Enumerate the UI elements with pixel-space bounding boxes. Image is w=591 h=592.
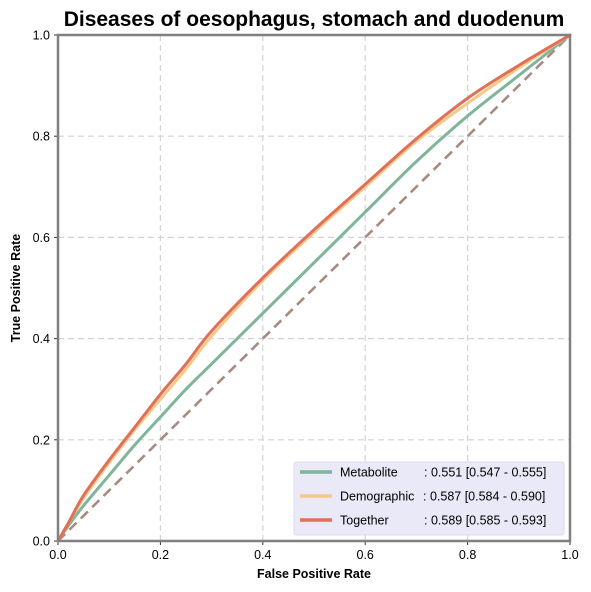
x-tick-label: 1.0: [561, 548, 578, 562]
legend-name-demographic: Demographic: [340, 490, 414, 504]
series-line-together: [56, 33, 572, 543]
ticks: 0.0 0.2 0.4 0.6 0.8 1.0 0.0 0.2 0.4 0.6 0.8 1.0: [33, 29, 579, 563]
diagonal-reference-line: [57, 34, 571, 542]
y-tick-label: 0.6: [33, 231, 50, 245]
y-tick-label: 0.8: [33, 130, 50, 144]
x-tick-label: 0.2: [152, 548, 169, 562]
x-tick-label: 0.8: [459, 548, 476, 562]
chart-title: Diseases of oesophagus, stomach and duod…: [64, 8, 565, 31]
series-line-demographic: [56, 33, 572, 543]
y-tick-label: 0.2: [33, 433, 50, 447]
legend-box: [293, 461, 565, 536]
grid: [58, 35, 570, 541]
legend-value-metabolite: : 0.551 [0.547 - 0.555]: [424, 466, 546, 480]
plot-frame: [56, 33, 572, 543]
legend-value-demographic: : 0.587 [0.584 - 0.590]: [423, 490, 545, 504]
x-tick-label: 0.0: [49, 548, 66, 562]
y-axis-label: True Positive Rate: [9, 234, 23, 342]
x-axis-label: False Positive Rate: [257, 567, 371, 581]
legend: Metabolite : 0.551 [0.547 - 0.555] Demogra…: [293, 461, 565, 536]
series-line-metabolite: [56, 33, 572, 543]
x-tick-label: 0.6: [357, 548, 374, 562]
y-tick-label: 1.0: [33, 29, 50, 43]
y-tick-label: 0.0: [33, 535, 50, 549]
legend-name-together: Together: [340, 514, 389, 528]
legend-name-metabolite: Metabolite: [340, 466, 398, 480]
series-lines: [56, 33, 572, 543]
x-tick-label: 0.4: [254, 548, 271, 562]
y-tick-label: 0.4: [33, 332, 50, 346]
legend-value-together: : 0.589 [0.585 - 0.593]: [424, 514, 546, 528]
